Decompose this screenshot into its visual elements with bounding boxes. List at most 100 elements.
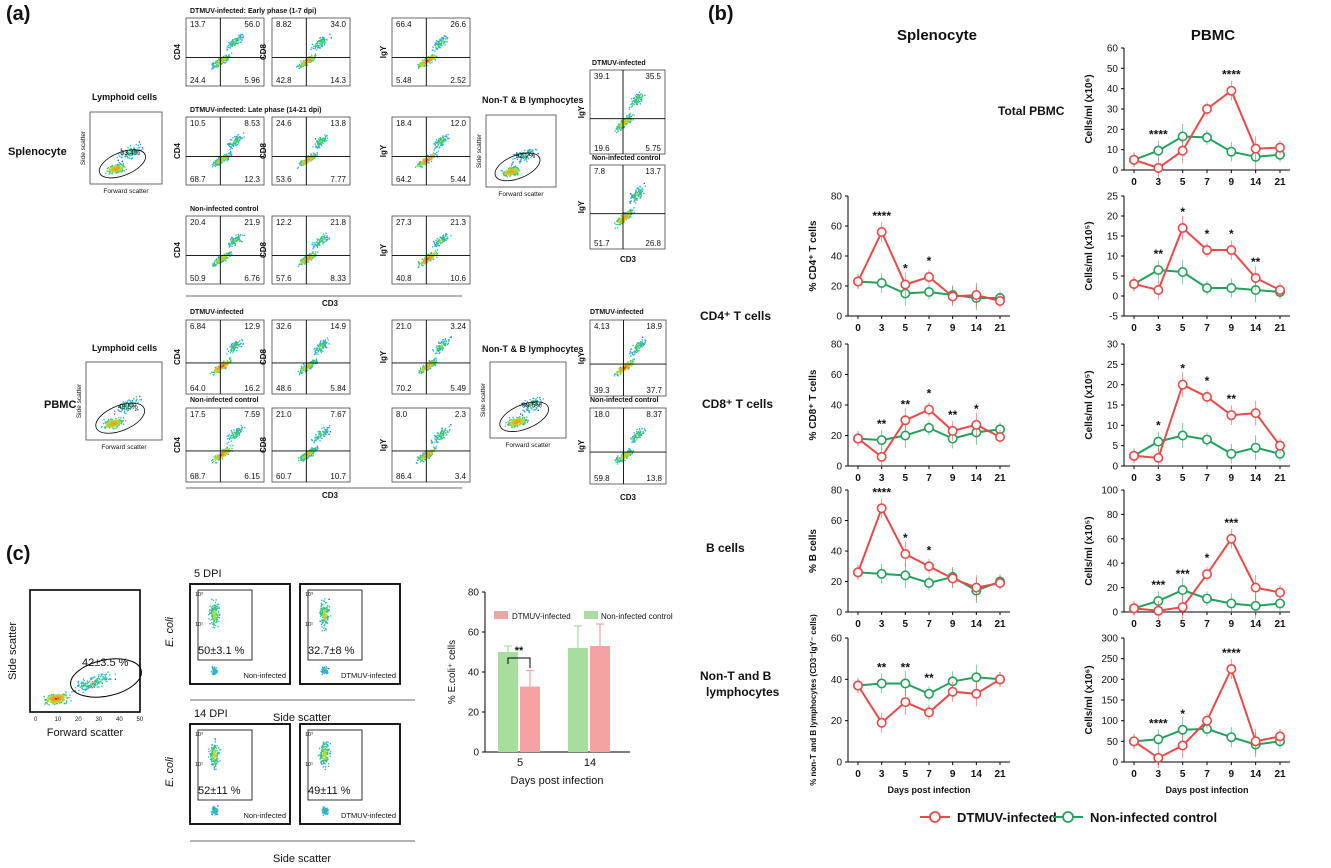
quadrant-value: 32.6 [276, 322, 292, 331]
event-dot [237, 141, 239, 143]
event-dot [307, 58, 310, 60]
event-dot [445, 238, 447, 241]
event-dot [220, 63, 223, 65]
event-dot [302, 259, 304, 261]
event-dot [438, 238, 440, 241]
event-dot [229, 152, 231, 154]
event-dot [420, 367, 422, 369]
event-dot [301, 62, 303, 64]
event-dot [436, 44, 438, 46]
event-dot [444, 40, 446, 42]
event-dot [304, 63, 306, 66]
event-dot [439, 237, 441, 239]
event-dot [445, 234, 447, 237]
event-dot [437, 41, 439, 43]
event-dot [419, 64, 422, 66]
event-dot [427, 60, 429, 62]
event-dot [314, 53, 316, 55]
event-dot [320, 141, 323, 143]
event-dot [234, 240, 236, 242]
event-dot [124, 166, 126, 168]
event-dot [238, 34, 240, 36]
event-dot [222, 256, 224, 258]
event-dot [510, 169, 512, 171]
event-dot [223, 360, 225, 362]
event-dot [314, 352, 316, 354]
event-dot [239, 137, 241, 139]
event-dot [441, 40, 443, 42]
plot-frame [185, 17, 265, 87]
plot-y-label: CD4 [173, 348, 182, 365]
event-dot [423, 366, 425, 368]
event-dot [235, 239, 237, 241]
event-dot [240, 425, 242, 427]
event-dot [314, 48, 316, 50]
event-dot [440, 346, 442, 348]
event-dot [420, 370, 423, 372]
quadrant-value: 8.53 [244, 119, 260, 128]
event-dot [624, 214, 626, 216]
event-dot [636, 191, 638, 194]
event-dot [443, 140, 445, 142]
event-dot [117, 171, 119, 173]
event-dot [318, 243, 320, 245]
event-dot [313, 154, 315, 156]
event-dot [300, 369, 302, 372]
event-dot [218, 61, 220, 63]
event-dot [444, 338, 447, 340]
event-dot [634, 101, 636, 103]
event-dot [310, 57, 312, 59]
event-dot [433, 255, 435, 257]
event-dot [422, 264, 424, 266]
event-dot [322, 37, 324, 39]
event-dot [310, 48, 312, 51]
event-dot [317, 345, 319, 348]
event-dot [224, 158, 226, 160]
quadrant-value: 6.76 [244, 274, 260, 283]
event-dot [436, 252, 438, 255]
event-dot [323, 236, 325, 238]
event-dot [421, 162, 423, 165]
row-header: Splenocyte [8, 146, 67, 158]
event-dot [298, 374, 301, 376]
event-dot [231, 147, 233, 150]
event-dot [230, 435, 232, 437]
event-dot [433, 152, 435, 154]
event-dot [315, 42, 317, 44]
event-dot [442, 137, 445, 139]
event-dot [238, 136, 240, 139]
group-label: DTMUV-infected: Early phase (1-7 dpi) [190, 8, 316, 15]
quadrant-value: 20.4 [190, 218, 206, 227]
event-dot [220, 256, 222, 259]
event-dot [417, 63, 419, 66]
event-dot [239, 37, 241, 39]
event-dot [230, 150, 232, 153]
event-dot [227, 58, 229, 61]
event-dot [515, 171, 517, 173]
event-dot [230, 147, 232, 149]
event-dot [119, 170, 121, 172]
event-dot [317, 147, 319, 149]
event-dot [312, 252, 314, 254]
event-dot [442, 143, 444, 146]
event-dot [216, 368, 218, 370]
event-dot [633, 103, 635, 106]
event-dot [131, 157, 133, 159]
event-dot [317, 46, 320, 48]
event-dot [319, 238, 321, 241]
event-dot [310, 158, 312, 160]
event-dot [437, 43, 439, 45]
event-dot [419, 164, 422, 166]
event-dot [234, 238, 236, 240]
event-dot [423, 164, 425, 166]
event-dot [228, 447, 230, 450]
event-dot [212, 264, 214, 266]
event-dot [236, 135, 238, 137]
event-dot [235, 341, 237, 343]
event-dot [643, 182, 645, 185]
event-dot [234, 138, 237, 140]
event-dot [321, 139, 324, 141]
event-dot [431, 61, 433, 63]
event-dot [241, 340, 244, 342]
event-dot [437, 243, 439, 245]
